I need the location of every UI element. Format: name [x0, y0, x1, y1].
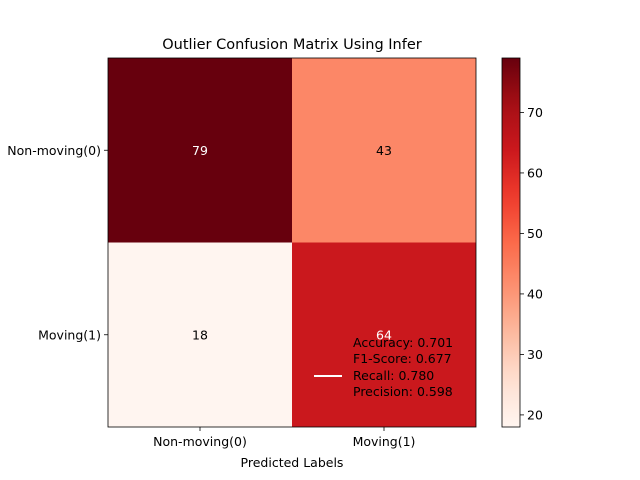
heatmap-cell	[108, 242, 292, 427]
cell-value-label: 64	[376, 327, 392, 342]
heatmap-cell	[108, 58, 292, 243]
legend-f1-score: F1-Score: 0.677	[353, 351, 452, 366]
cell-value-label: 43	[376, 143, 392, 158]
colorbar-tick-label: 40	[527, 286, 543, 301]
chart-title: Outlier Confusion Matrix Using Infer	[162, 37, 422, 53]
cell-value-label: 18	[192, 327, 208, 342]
y-tick-label: Non-moving(0)	[7, 143, 101, 158]
colorbar-ticks: 20 30 40 50 60 70	[520, 105, 543, 422]
legend-precision: Precision: 0.598	[353, 384, 453, 399]
plot-frame	[107, 57, 477, 428]
y-tick-label: Moving(1)	[38, 327, 101, 342]
y-axis-ticks: Non-moving(0) Moving(1)	[7, 143, 108, 342]
x-tick-label: Moving(1)	[353, 434, 416, 449]
legend: Accuracy: 0.701 F1-Score: 0.677 Recall: …	[314, 335, 453, 399]
x-axis-ticks: Non-moving(0) Moving(1)	[153, 427, 415, 449]
x-axis-label: Predicted Labels	[241, 455, 344, 470]
legend-recall: Recall: 0.780	[353, 368, 434, 383]
heatmap-cell	[292, 58, 476, 243]
x-tick-label: Non-moving(0)	[153, 434, 247, 449]
heatmap-cells	[108, 58, 476, 427]
cell-value-label: 79	[192, 143, 208, 158]
colorbar-tick-label: 20	[527, 407, 543, 422]
colorbar-tick-label: 50	[527, 226, 543, 241]
colorbar-tick-label: 30	[527, 347, 543, 362]
colorbar-tick-label: 60	[527, 165, 543, 180]
heatmap-cell-labels: 79 43 18 64	[192, 143, 392, 343]
legend-accuracy: Accuracy: 0.701	[353, 335, 453, 350]
heatmap-cell	[292, 242, 476, 427]
colorbar	[501, 57, 521, 428]
colorbar-tick-label: 70	[527, 105, 543, 120]
